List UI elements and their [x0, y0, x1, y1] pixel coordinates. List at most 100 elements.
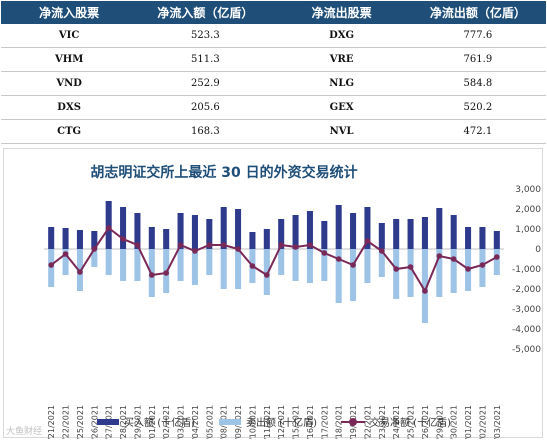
x-tick-label: 10/25/2021: [76, 405, 85, 439]
x-tick-label: 11/02/2021: [162, 405, 171, 439]
chart-container: 3,000 2,000 1,000 0 -1,000 -2,000 -3,000 -4,000…: [3, 148, 544, 439]
buy-bar: [378, 223, 385, 249]
x-tick-label: 11/10/2021: [248, 405, 257, 439]
net-point: [494, 254, 500, 260]
buy-bar: [134, 213, 141, 249]
outflow-amount-cell: 472.1: [409, 119, 546, 144]
outflow-amount-cell: 761.9: [409, 47, 546, 72]
x-tick-label: 11/05/2021: [205, 405, 214, 439]
net-point: [206, 242, 213, 248]
sell-bar: [493, 249, 500, 275]
outflow-stock-cell: DXG: [273, 24, 410, 48]
outflow-amount-cell: 520.2: [409, 95, 546, 120]
inflow-amount-cell: 523.3: [137, 24, 274, 48]
net-point: [220, 242, 227, 248]
sell-bar: [436, 249, 443, 297]
buy-bar: [220, 207, 227, 249]
buy-bar: [364, 207, 371, 249]
net-flow-table: 净流入股票 净流入额（亿盾） 净流出股票 净流出额（亿盾） VIC 523.3 …: [1, 1, 546, 144]
buy-bar: [335, 205, 342, 249]
buy-bar: [465, 227, 472, 249]
net-point: [465, 266, 471, 272]
buy-bar: [278, 219, 285, 249]
outflow-stock-cell: GEX: [273, 95, 410, 120]
net-point: [48, 262, 54, 268]
net-point: [479, 262, 486, 268]
buy-bar: [76, 230, 83, 249]
sell-bar: [105, 249, 112, 275]
watermark-text: 大鱼财经: [6, 427, 43, 437]
net-point: [364, 238, 371, 244]
x-tick-label: 11/12/2021: [277, 405, 286, 439]
sell-bar: [220, 249, 227, 289]
buy-bar: [48, 227, 55, 249]
buy-bar: [235, 209, 242, 249]
x-tick-label: 10/28/2021: [119, 405, 128, 439]
outflow-amount-cell: 584.8: [409, 71, 546, 96]
outflow-stock-cell: VRE: [273, 47, 410, 72]
sell-bar: [278, 249, 285, 275]
buy-bar: [91, 231, 98, 249]
sell-bar: [364, 249, 371, 283]
legend-net-swatch: [340, 417, 365, 426]
sell-bar: [120, 249, 127, 281]
buy-bar: [436, 208, 443, 249]
net-point: [134, 242, 141, 248]
sell-bar: [134, 249, 141, 281]
buy-bar: [421, 217, 428, 249]
net-point: [350, 262, 356, 268]
legend-item-buy: 买入额 (十亿盾): [97, 414, 195, 429]
net-point: [62, 251, 69, 257]
header-net-outflow-stock: 净流出股票: [273, 1, 410, 24]
header-net-outflow-amount: 净流出额（亿盾）: [409, 1, 546, 24]
buy-bar: [306, 211, 313, 249]
net-point: [307, 242, 313, 248]
y-tick-label: -4,000: [512, 325, 541, 335]
x-tick-label: 11/16/2021: [306, 405, 315, 439]
sell-bar: [62, 249, 69, 275]
x-tick-label: 11/22/2021: [363, 405, 372, 439]
net-point: [321, 250, 328, 256]
net-point: [149, 272, 155, 278]
net-point: [393, 266, 399, 272]
x-tick-label: 12/03/2021: [493, 405, 502, 439]
sell-bar: [450, 249, 457, 293]
y-tick-label: 3,000: [515, 185, 541, 195]
x-tick-label: 11/04/2021: [191, 405, 200, 439]
table-row: VHM 511.3 VRE 761.9: [1, 47, 546, 72]
buy-bar: [105, 201, 112, 249]
legend-item-net: 交易净额 (十亿盾): [340, 414, 451, 429]
net-point: [177, 242, 184, 248]
legend-sell-swatch: [219, 418, 241, 425]
net-point: [278, 242, 284, 248]
legend-buy-label: 买入额 (十亿盾): [124, 418, 195, 429]
net-point: [379, 248, 385, 254]
inflow-amount-cell: 511.3: [137, 47, 274, 72]
net-point: [120, 236, 126, 242]
y-tick-label: 2,000: [515, 205, 541, 215]
buy-bar: [263, 229, 270, 249]
y-tick-label: -3,000: [512, 305, 541, 315]
sell-bar: [350, 249, 357, 301]
sell-bar: [321, 249, 328, 281]
x-tick-label: 11/11/2021: [263, 405, 272, 439]
sell-bar: [48, 249, 55, 287]
legend-sell-label: 卖出额 (十亿盾): [246, 418, 317, 429]
inflow-amount-cell: 252.9: [137, 71, 274, 96]
buy-bar: [479, 227, 486, 249]
y-tick-label: 0: [535, 245, 541, 255]
sell-bar: [292, 249, 299, 281]
net-point: [235, 246, 241, 252]
sell-bar: [235, 249, 242, 289]
y-tick-label: 1,000: [515, 225, 541, 235]
buy-bar: [249, 232, 256, 249]
chart-legend: 买入额 (十亿盾) 卖出额 (十亿盾) 交易净额 (十亿盾): [4, 414, 544, 429]
net-point: [450, 256, 457, 262]
sell-bar: [335, 249, 342, 303]
outflow-stock-cell: NVL: [273, 119, 410, 144]
sell-bar: [479, 249, 486, 287]
inflow-amount-cell: 168.3: [137, 119, 274, 144]
x-tick-label: 11/25/2021: [407, 405, 416, 439]
buy-bar: [393, 219, 400, 249]
y-tick-label: -2,000: [512, 285, 541, 295]
